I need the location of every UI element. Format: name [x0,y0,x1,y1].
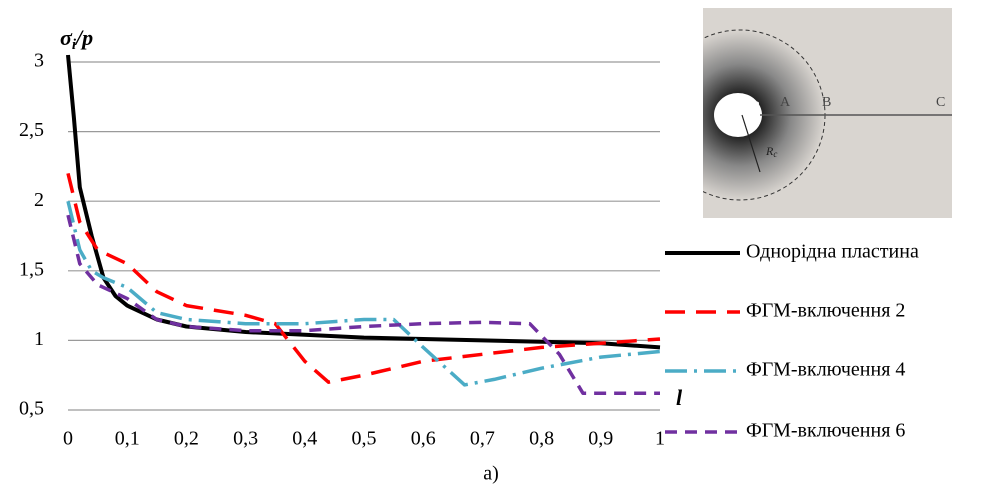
x-tick-label: 0,4 [292,428,317,450]
y-tick-label: 1 [34,328,44,350]
y-label-base: σ [60,25,73,50]
x-tick-label: 1 [655,428,665,450]
series-line [66,200,661,387]
y-tick-label: 2,5 [19,119,44,141]
y-axis-label: σi/p [60,25,93,53]
y-label-sub: i [72,37,77,53]
inset-hole [714,93,762,137]
legend-label: ФГМ-включення 4 [746,359,905,381]
y-tick-label: 2 [34,189,44,211]
x-tick-label: 0 [63,428,73,450]
x-tick-label: 0,5 [352,428,377,450]
y-tick-label: 0,5 [19,398,44,420]
x-axis-label: l [676,385,683,410]
inset-radius [741,114,761,173]
x-tick-label: 0,8 [529,428,554,450]
inset-label: B [822,95,831,110]
legend-label: ФГМ-включення 2 [746,300,905,322]
x-tick-label: 0,9 [588,428,613,450]
x-tick-label: 0,3 [233,428,258,450]
inset-label-base: R [765,144,774,158]
inset-label: Rc [765,144,777,159]
inset-label: A [780,95,791,110]
series-line [66,54,661,350]
inset-figure: A B C R Rc [703,8,952,218]
x-tick-label: 0,2 [174,428,199,450]
inset-label: C [936,95,945,110]
inset-label-sub: c [773,149,777,159]
x-tick-label: 0,1 [115,428,140,450]
caption: а) [483,463,499,485]
y-tick-label: 1,5 [19,258,44,280]
inset-label: R [751,98,760,112]
y-label-rest: /p [74,25,93,50]
x-tick-label: 0,7 [470,428,495,450]
legend-label: ФГМ-включення 6 [746,420,905,442]
legend-label: Однорідна пластина [746,241,919,263]
x-tick-label: 0,6 [411,428,436,450]
series-line [66,214,660,396]
y-tick-label: 3 [34,50,44,72]
series-line [66,172,661,384]
